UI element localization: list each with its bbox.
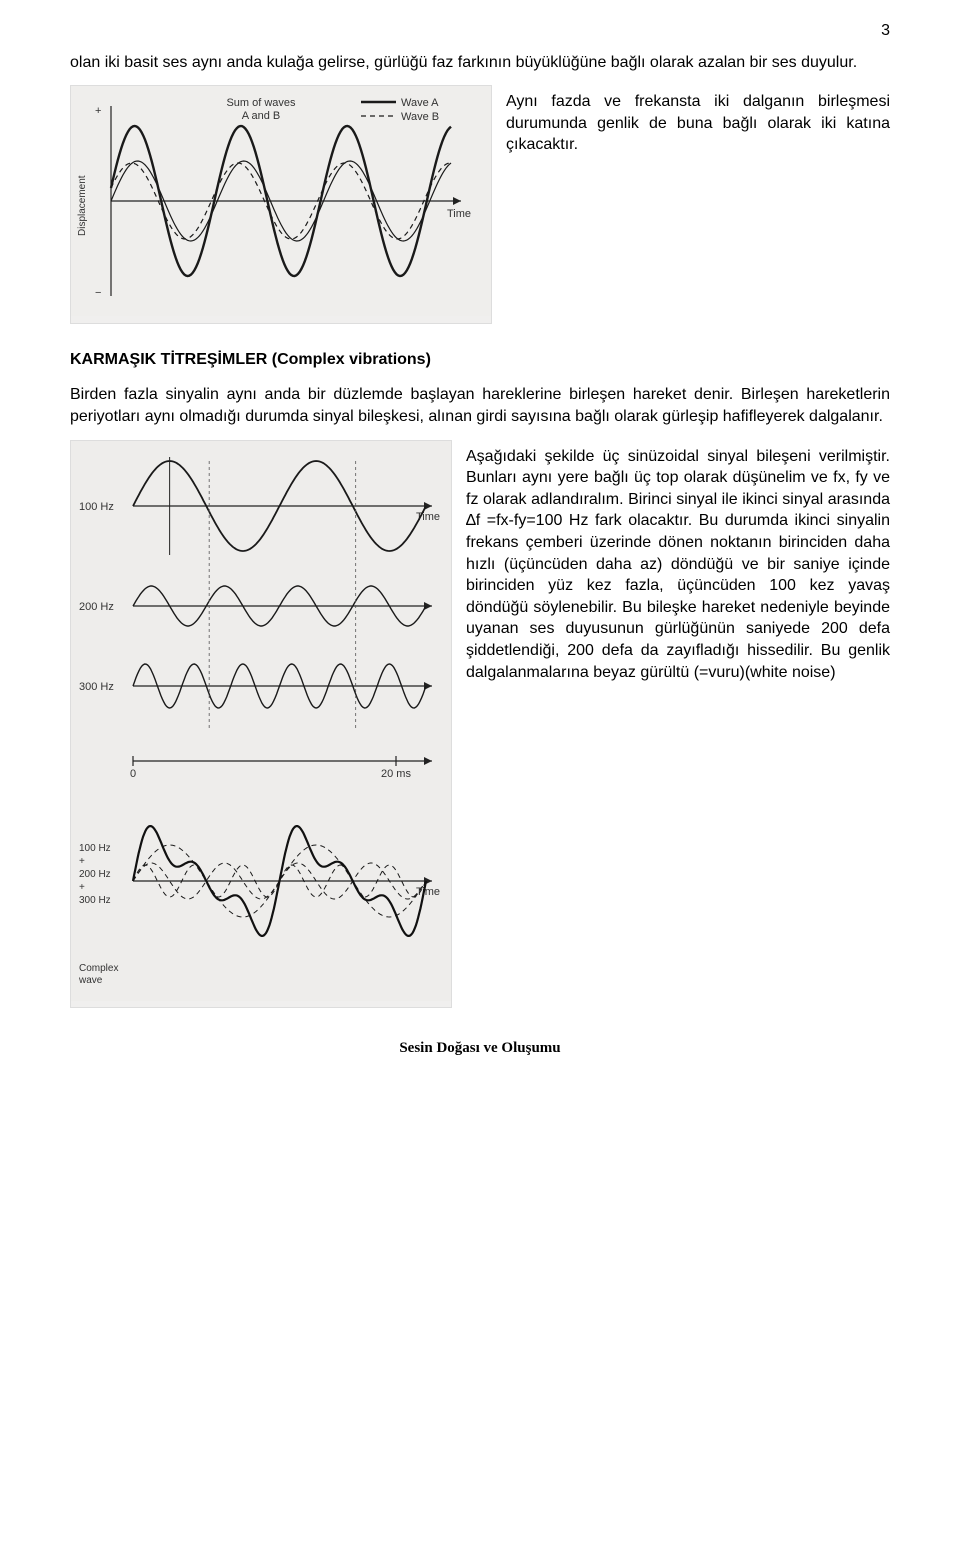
- section-heading: KARMAŞIK TİTREŞİMLER (Complex vibrations…: [70, 349, 890, 371]
- svg-text:100 Hz: 100 Hz: [79, 501, 114, 513]
- svg-text:+: +: [79, 882, 85, 893]
- svg-text:A and B: A and B: [242, 110, 281, 122]
- svg-text:100 Hz: 100 Hz: [79, 843, 111, 854]
- svg-text:0: 0: [130, 768, 136, 780]
- svg-text:20 ms: 20 ms: [381, 768, 411, 780]
- figure-wave-sum: Displacement + − Time Sum of wavesA and B Wav…: [70, 85, 492, 324]
- figure2-side-text: Aşağıdaki şekilde üç sinüzoidal sinyal b…: [466, 440, 890, 684]
- intro-paragraph: olan iki basit ses aynı anda kulağa geli…: [70, 52, 890, 74]
- svg-text:Wave B: Wave B: [401, 111, 439, 123]
- svg-text:wave: wave: [78, 975, 103, 986]
- svg-text:+: +: [95, 105, 101, 117]
- figure2-row: Time100 Hz200 Hz300 Hz020 ms100 Hz+200 H…: [70, 440, 890, 1009]
- page-number: 3: [70, 20, 890, 42]
- figure1-side-text: Aynı fazda ve frekansta iki dalganın bir…: [506, 85, 890, 156]
- svg-text:300 Hz: 300 Hz: [79, 895, 111, 906]
- figure-complex-waves: Time100 Hz200 Hz300 Hz020 ms100 Hz+200 H…: [70, 440, 452, 1009]
- svg-text:200 Hz: 200 Hz: [79, 869, 111, 880]
- svg-text:Wave A: Wave A: [401, 97, 439, 109]
- footer-title: Sesin Doğası ve Oluşumu: [70, 1038, 890, 1058]
- svg-text:−: −: [95, 287, 101, 299]
- figure1-row: Displacement + − Time Sum of wavesA and B Wav…: [70, 85, 890, 324]
- svg-text:300 Hz: 300 Hz: [79, 681, 114, 693]
- svg-text:+: +: [79, 856, 85, 867]
- body-paragraph-2: Birden fazla sinyalin aynı anda bir düzl…: [70, 384, 890, 427]
- svg-text:Time: Time: [447, 208, 471, 220]
- svg-text:Displacement: Displacement: [77, 175, 88, 236]
- svg-text:Complex: Complex: [79, 963, 118, 974]
- svg-text:200 Hz: 200 Hz: [79, 601, 114, 613]
- svg-text:Sum of waves: Sum of waves: [226, 97, 296, 109]
